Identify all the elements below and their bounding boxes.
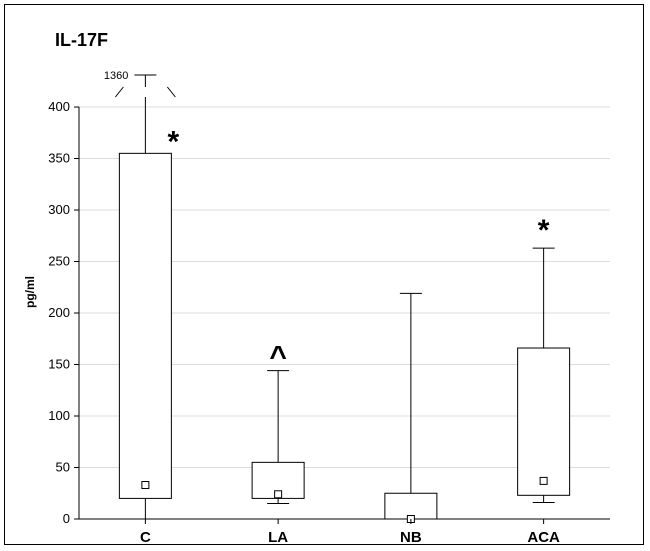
y-tick-label: 300 — [48, 202, 70, 217]
box-rect — [517, 347, 571, 496]
axis-break-gap — [85, 91, 206, 96]
box-rect — [118, 152, 172, 499]
x-tick-label: NB — [400, 529, 422, 546]
y-tick-label: 50 — [56, 460, 70, 475]
significance-marker: * — [538, 214, 550, 247]
median-marker — [274, 490, 283, 499]
x-tick-label: ACA — [527, 529, 560, 546]
axis-break-gap — [85, 88, 206, 92]
median-marker — [539, 476, 548, 485]
median-marker — [141, 481, 150, 490]
axis-break-mark — [114, 86, 124, 98]
chart-frame — [4, 4, 644, 545]
y-tick-label: 150 — [48, 357, 70, 372]
x-tick-label: LA — [268, 529, 288, 546]
chart-title: IL-17F — [55, 30, 108, 50]
significance-marker: * — [168, 125, 180, 158]
x-axis-labels: C LA NB ACA — [140, 519, 560, 546]
significance-marker: ^ — [269, 341, 287, 374]
box-LA: ^ — [251, 341, 305, 505]
y-tick-label: 400 — [48, 99, 70, 114]
box-ACA: * — [517, 214, 571, 504]
box-C: 1360 * — [85, 70, 206, 519]
y-axis-ticks: 0 50 100 150 200 250 300 350 400 — [48, 99, 79, 526]
box-NB — [384, 292, 438, 523]
y-tick-label: 0 — [63, 511, 70, 526]
y-tick-label: 350 — [48, 151, 70, 166]
y-tick-label: 100 — [48, 408, 70, 423]
y-tick-label: 200 — [48, 305, 70, 320]
boxes: 1360 * ^ * — [85, 70, 571, 523]
whisker-high-value-label: 1360 — [104, 70, 128, 82]
x-tick-label: C — [140, 529, 151, 546]
axis-break-mark — [166, 86, 176, 98]
y-axis-label: pg/ml — [23, 276, 37, 308]
box-rect — [384, 492, 438, 520]
y-tick-label: 250 — [48, 254, 70, 269]
